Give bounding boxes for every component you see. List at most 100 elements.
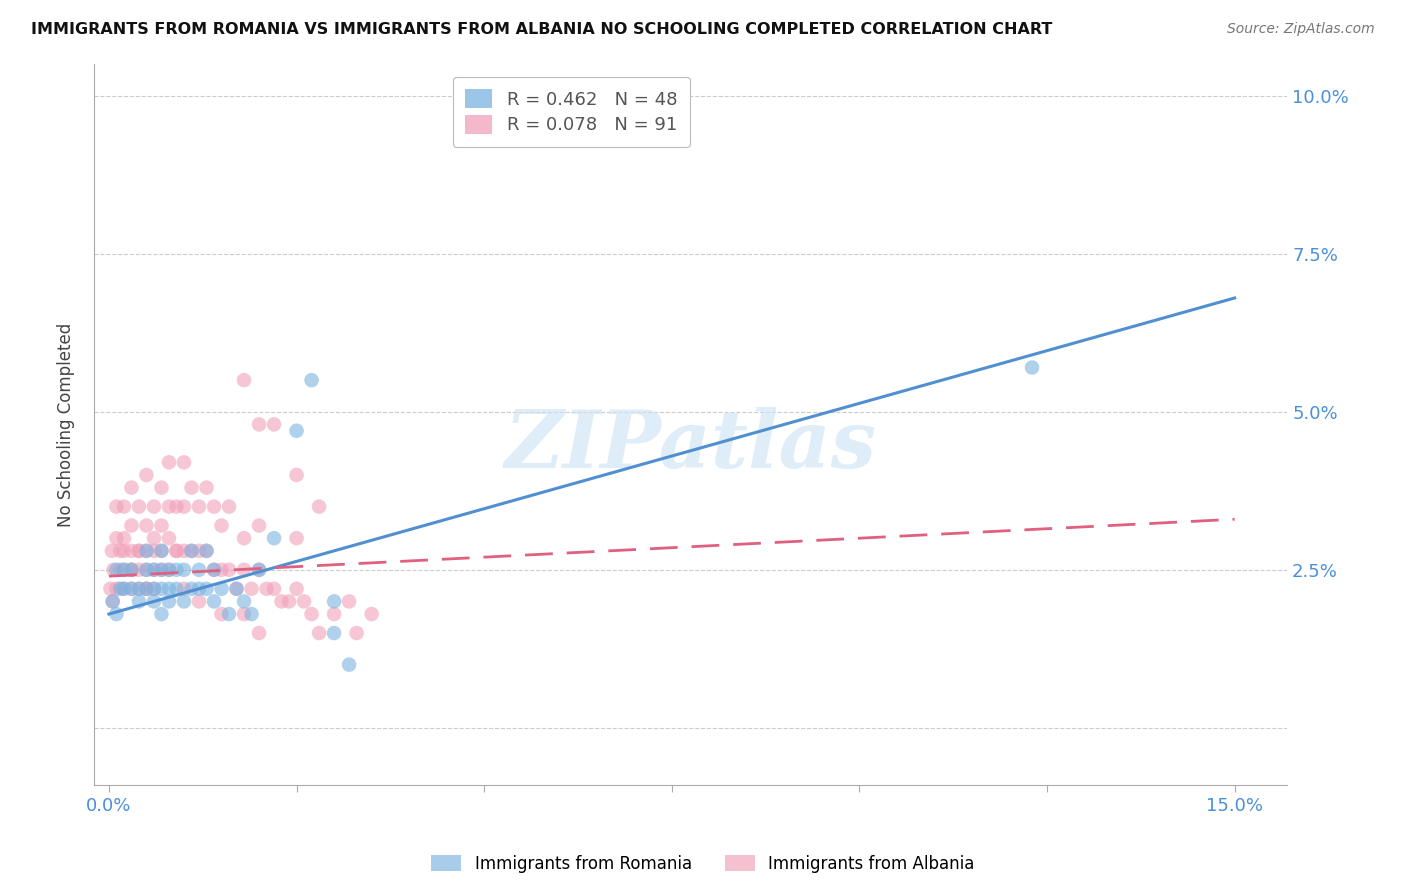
- Point: [323, 594, 346, 608]
- Point: [105, 607, 128, 621]
- Point: [195, 481, 218, 495]
- Point: [128, 544, 150, 558]
- Point: [120, 563, 142, 577]
- Point: [101, 594, 124, 608]
- Point: [157, 500, 180, 514]
- Point: [180, 544, 202, 558]
- Point: [173, 500, 195, 514]
- Point: [278, 594, 301, 608]
- Point: [263, 417, 285, 432]
- Point: [337, 594, 360, 608]
- Point: [180, 544, 202, 558]
- Point: [256, 582, 278, 596]
- Point: [247, 417, 270, 432]
- Point: [157, 455, 180, 469]
- Point: [308, 500, 330, 514]
- Point: [105, 500, 128, 514]
- Point: [233, 594, 256, 608]
- Point: [143, 582, 166, 596]
- Point: [233, 607, 256, 621]
- Point: [292, 594, 315, 608]
- Point: [143, 563, 166, 577]
- Point: [173, 582, 195, 596]
- Point: [128, 582, 150, 596]
- Point: [173, 455, 195, 469]
- Point: [337, 657, 360, 672]
- Point: [285, 582, 308, 596]
- Point: [150, 544, 173, 558]
- Point: [101, 544, 124, 558]
- Point: [218, 500, 240, 514]
- Point: [233, 531, 256, 545]
- Point: [120, 481, 142, 495]
- Point: [143, 594, 166, 608]
- Point: [225, 582, 247, 596]
- Point: [105, 582, 128, 596]
- Text: IMMIGRANTS FROM ROMANIA VS IMMIGRANTS FROM ALBANIA NO SCHOOLING COMPLETED CORREL: IMMIGRANTS FROM ROMANIA VS IMMIGRANTS FR…: [31, 22, 1052, 37]
- Point: [247, 563, 270, 577]
- Point: [135, 582, 157, 596]
- Point: [270, 594, 292, 608]
- Point: [135, 563, 157, 577]
- Point: [166, 582, 188, 596]
- Point: [218, 607, 240, 621]
- Point: [188, 594, 211, 608]
- Point: [112, 531, 135, 545]
- Point: [135, 518, 157, 533]
- Point: [135, 563, 157, 577]
- Point: [128, 582, 150, 596]
- Legend: Immigrants from Romania, Immigrants from Albania: Immigrants from Romania, Immigrants from…: [425, 848, 981, 880]
- Point: [247, 563, 270, 577]
- Point: [225, 582, 247, 596]
- Point: [112, 544, 135, 558]
- Text: Source: ZipAtlas.com: Source: ZipAtlas.com: [1227, 22, 1375, 37]
- Point: [233, 373, 256, 387]
- Point: [240, 582, 263, 596]
- Point: [202, 594, 225, 608]
- Point: [157, 594, 180, 608]
- Point: [135, 544, 157, 558]
- Point: [157, 563, 180, 577]
- Point: [150, 563, 173, 577]
- Point: [211, 563, 233, 577]
- Point: [112, 563, 135, 577]
- Point: [112, 582, 135, 596]
- Point: [128, 544, 150, 558]
- Point: [263, 531, 285, 545]
- Point: [308, 626, 330, 640]
- Point: [202, 500, 225, 514]
- Point: [247, 518, 270, 533]
- Point: [195, 582, 218, 596]
- Point: [195, 544, 218, 558]
- Point: [120, 544, 142, 558]
- Point: [112, 500, 135, 514]
- Point: [218, 563, 240, 577]
- Point: [166, 544, 188, 558]
- Point: [157, 563, 180, 577]
- Point: [105, 563, 128, 577]
- Point: [150, 563, 173, 577]
- Point: [211, 518, 233, 533]
- Point: [108, 563, 131, 577]
- Point: [101, 594, 124, 608]
- Point: [346, 626, 368, 640]
- Point: [143, 500, 166, 514]
- Point: [135, 582, 157, 596]
- Point: [120, 518, 142, 533]
- Point: [128, 500, 150, 514]
- Point: [128, 594, 150, 608]
- Point: [157, 582, 180, 596]
- Point: [211, 607, 233, 621]
- Point: [143, 563, 166, 577]
- Text: ZIPatlas: ZIPatlas: [505, 408, 876, 484]
- Point: [263, 582, 285, 596]
- Point: [100, 582, 122, 596]
- Point: [301, 607, 323, 621]
- Point: [143, 531, 166, 545]
- Point: [240, 607, 263, 621]
- Point: [103, 563, 125, 577]
- Point: [135, 467, 157, 482]
- Point: [173, 544, 195, 558]
- Point: [233, 563, 256, 577]
- Point: [108, 582, 131, 596]
